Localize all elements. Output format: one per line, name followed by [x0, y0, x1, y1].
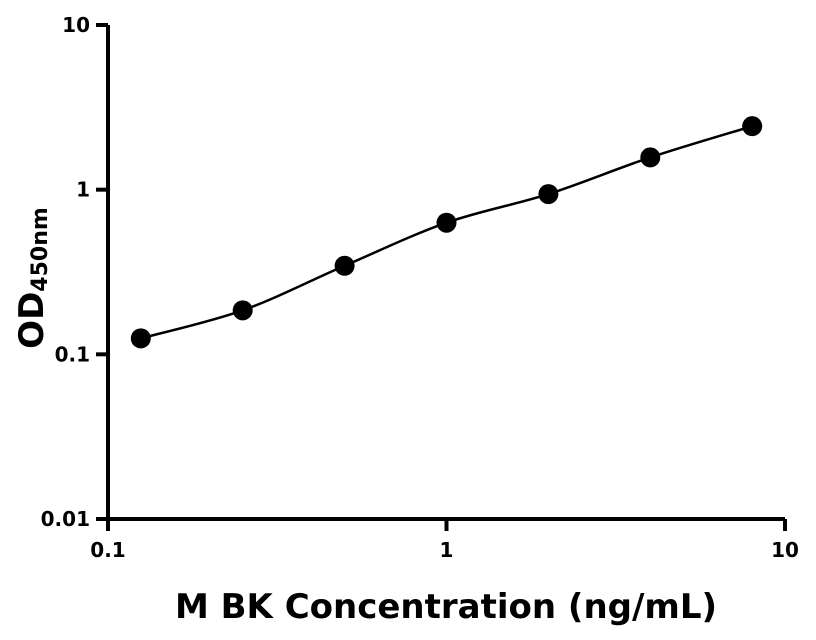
- x-tick-label-0: 0.1: [90, 538, 125, 562]
- data-point-5: [640, 147, 661, 168]
- y-axis-title-subscript: 450nm: [28, 207, 53, 292]
- data-point-2: [334, 255, 355, 276]
- data-point-3: [436, 212, 457, 233]
- x-tick-label-1: 1: [440, 538, 454, 562]
- x-tick-label-2: 10: [771, 538, 799, 562]
- y-tick-label-3: 10: [62, 13, 90, 37]
- data-point-6: [742, 116, 763, 137]
- data-points-layer: [130, 116, 763, 349]
- y-tick-label-0: 0.01: [41, 507, 90, 531]
- data-point-4: [538, 184, 559, 205]
- data-point-0: [130, 328, 151, 349]
- data-point-1: [232, 300, 253, 321]
- x-axis-title: M BK Concentration (ng/mL): [175, 587, 717, 627]
- y-axis-title-main: OD: [12, 292, 52, 349]
- y-tick-label-2: 1: [76, 178, 90, 202]
- y-tick-label-1: 0.1: [55, 342, 90, 366]
- axes: [96, 25, 785, 531]
- y-axis-title: OD450nm: [12, 207, 53, 349]
